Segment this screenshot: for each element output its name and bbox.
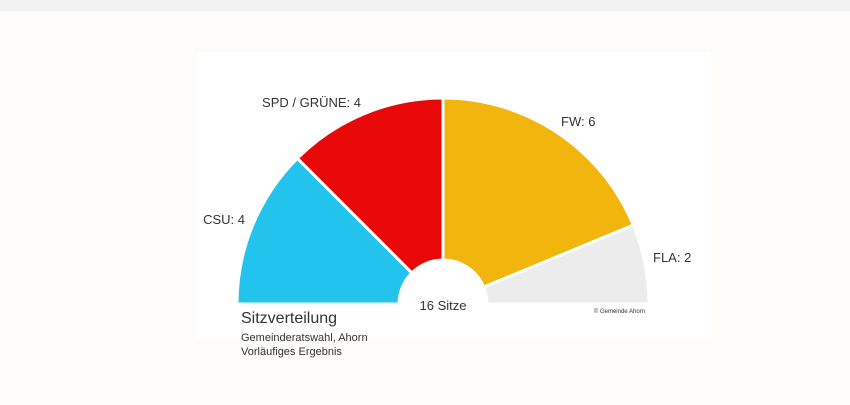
- data-label-csu: CSU: 4: [203, 212, 245, 227]
- subtitle-line-1: Gemeinderatswahl, Ahorn: [241, 332, 368, 344]
- slice-csu[interactable]: [235, 156, 415, 306]
- subtitle-line-2: Vorläufiges Ergebnis: [241, 346, 342, 358]
- chart-subtitle: Gemeinderatswahl, Ahorn Vorläufiges Erge…: [241, 331, 368, 359]
- slice-spd-gr-ne[interactable]: [295, 96, 445, 276]
- data-label-spd-gr-ne: SPD / GRÜNE: 4: [262, 95, 361, 110]
- credit-label: © Gemeinde Ahorn: [594, 308, 645, 315]
- chart-card: CSU: 4 SPD / GRÜNE: 4 FW: 6 FLA: 2 16 Sitze…: [197, 52, 711, 358]
- slice-fla[interactable]: [481, 223, 651, 306]
- title-block: Sitzverteilung Gemeinderatswahl, Ahorn V…: [241, 310, 368, 359]
- chart-title: Sitzverteilung: [241, 310, 338, 327]
- seat-distribution-chart: CSU: 4 SPD / GRÜNE: 4 FW: 6 FLA: 2 16 Sitze…: [203, 95, 691, 315]
- slice-fw[interactable]: [441, 96, 636, 290]
- data-label-fw: FW: 6: [561, 114, 595, 129]
- top-bar: [0, 0, 850, 11]
- data-label-fla: FLA: 2: [653, 250, 691, 265]
- center-label: 16 Sitze: [420, 298, 467, 313]
